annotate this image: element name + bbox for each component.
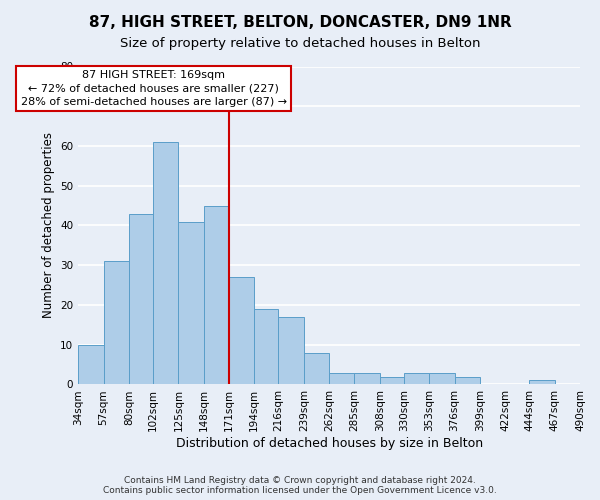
Bar — [254, 309, 278, 384]
Bar — [329, 372, 355, 384]
Bar — [203, 206, 229, 384]
Bar — [229, 277, 254, 384]
Bar — [404, 372, 429, 384]
Bar — [104, 261, 129, 384]
Text: Size of property relative to detached houses in Belton: Size of property relative to detached ho… — [120, 38, 480, 51]
Text: 87 HIGH STREET: 169sqm
← 72% of detached houses are smaller (227)
28% of semi-de: 87 HIGH STREET: 169sqm ← 72% of detached… — [20, 70, 287, 107]
Bar — [455, 376, 480, 384]
Text: Contains HM Land Registry data © Crown copyright and database right 2024.
Contai: Contains HM Land Registry data © Crown c… — [103, 476, 497, 495]
Bar — [153, 142, 178, 384]
Bar — [355, 372, 380, 384]
Bar — [278, 317, 304, 384]
Bar — [129, 214, 153, 384]
Bar — [78, 344, 104, 385]
Y-axis label: Number of detached properties: Number of detached properties — [41, 132, 55, 318]
Bar — [529, 380, 554, 384]
Bar — [304, 352, 329, 384]
Bar — [178, 222, 203, 384]
X-axis label: Distribution of detached houses by size in Belton: Distribution of detached houses by size … — [176, 437, 482, 450]
Bar — [380, 376, 404, 384]
Bar — [429, 372, 455, 384]
Text: 87, HIGH STREET, BELTON, DONCASTER, DN9 1NR: 87, HIGH STREET, BELTON, DONCASTER, DN9 … — [89, 15, 511, 30]
